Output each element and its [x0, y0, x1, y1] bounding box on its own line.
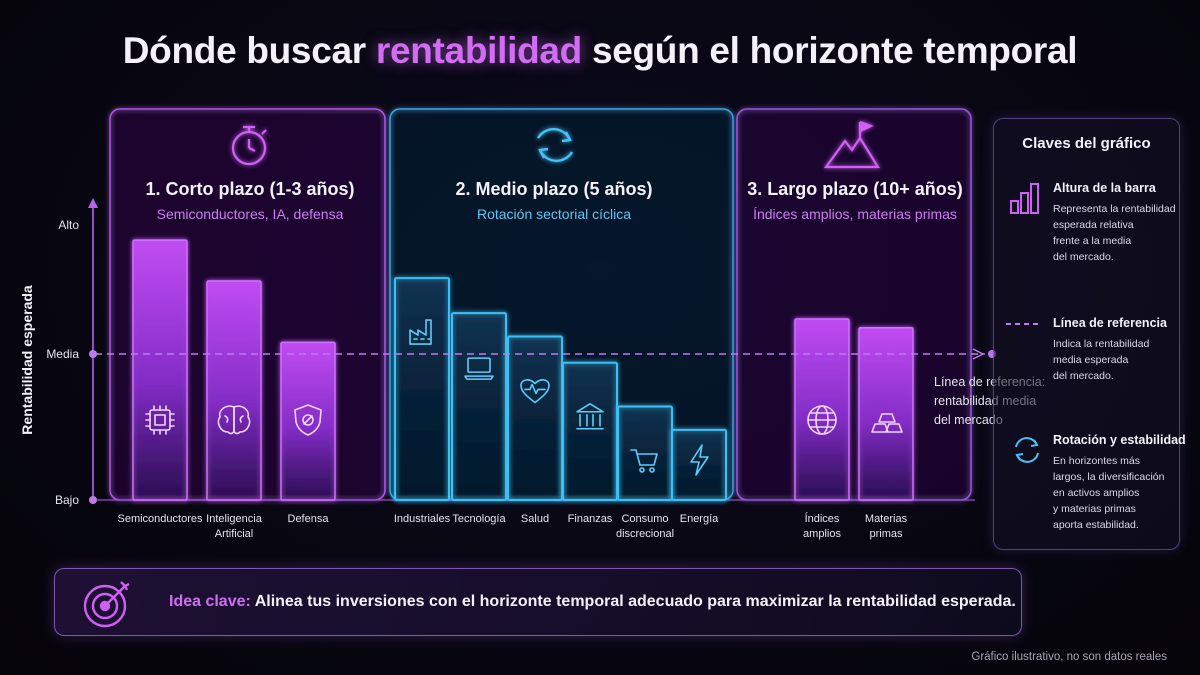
bar-3-1	[794, 318, 850, 501]
category-label: Defensa	[288, 513, 330, 525]
legend-item-desc: Indica la rentabilidad media esperada de…	[1053, 338, 1150, 382]
cart-icon	[630, 449, 658, 473]
bars-group	[132, 239, 914, 502]
panel-title-short: 1. Corto plazo (1-3 años)	[145, 179, 354, 199]
category-label: Inteligencia Artificial	[206, 513, 263, 540]
category-label: Tecnología	[452, 513, 506, 525]
panel-title-medium: 2. Medio plazo (5 años)	[455, 179, 652, 199]
category-labels-group: Semiconductores Inteligencia Artificial Def…	[118, 512, 908, 540]
bar-1-2	[206, 280, 262, 501]
bar-2-4	[562, 361, 618, 502]
target-arrow-icon	[83, 581, 130, 628]
lightning-icon	[690, 444, 709, 476]
page-title: Dónde buscar rentabilidad según el horiz…	[0, 30, 1200, 72]
shield-icon	[294, 404, 322, 436]
title-suffix: según el horizonte temporal	[591, 30, 1078, 71]
factory-icon	[409, 319, 432, 345]
legend-item-title: Rotación y estabilidad	[1053, 433, 1186, 447]
panel-subtitle-long: Índices amplios, materias primas	[753, 206, 957, 222]
y-tick-high: Alto	[58, 218, 79, 232]
laptop-icon	[464, 357, 494, 380]
bar-chart-icon	[1010, 183, 1039, 214]
legend-item-title: Línea de referencia	[1053, 316, 1167, 330]
dashed-line-icon	[1006, 323, 1040, 325]
legend-item-desc: En horizontes más largos, la diversifica…	[1053, 455, 1165, 531]
panel-subtitle-medium: Rotación sectorial cíclica	[477, 206, 631, 222]
title-prefix: Dónde buscar	[122, 30, 366, 71]
legend-title: Claves del gráfico	[1022, 135, 1151, 152]
globe-icon	[807, 405, 837, 435]
bar-2-1	[394, 277, 450, 501]
y-tick-low: Bajo	[55, 493, 79, 507]
title-highlight: rentabilidad	[375, 30, 582, 71]
heart-pulse-icon	[520, 379, 550, 404]
category-label: Finanzas	[568, 513, 613, 525]
category-label: Energía	[680, 513, 719, 525]
stopwatch-icon	[231, 125, 267, 166]
chip-icon	[145, 405, 175, 435]
category-label: Salud	[521, 513, 549, 525]
category-label: Materias primas	[865, 513, 908, 540]
y-axis-label: Rentabilidad esperada	[19, 285, 35, 435]
category-label: Consumo discrecional	[616, 513, 674, 540]
key-idea-box: Idea clave: Alinea tus inversiones con e…	[54, 568, 1022, 636]
brain-icon	[217, 405, 251, 435]
mountain-flag-icon	[823, 120, 880, 169]
legend-item-desc: Representa la rentabilidad esperada rela…	[1053, 203, 1176, 263]
bar-1-1	[132, 239, 188, 501]
footnote: Gráfico ilustrativo, no son datos reales	[971, 651, 1167, 663]
category-label: Semiconductores	[118, 513, 203, 525]
key-idea-message: Alinea tus inversiones con el horizonte …	[254, 593, 1016, 610]
bar-2-2	[451, 312, 507, 501]
gold-bars-icon	[871, 413, 903, 433]
bar-1-3	[280, 341, 336, 501]
refresh-icon	[1015, 437, 1039, 463]
bank-icon	[576, 402, 604, 430]
y-tick-mid: Media	[46, 347, 79, 361]
key-idea-label: Idea clave:	[169, 593, 251, 610]
legend-panel: Claves del gráfico Altura de la barra Re…	[993, 118, 1186, 550]
panel-subtitle-short: Semiconductores, IA, defensa	[157, 206, 344, 222]
panel-title-long: 3. Largo plazo (10+ años)	[747, 179, 963, 199]
legend-item-title: Altura de la barra	[1053, 181, 1156, 195]
category-label: Índices amplios	[803, 512, 841, 540]
key-idea-text: Idea clave: Alinea tus inversiones con e…	[169, 593, 1016, 611]
refresh-cycle-icon	[536, 128, 574, 162]
bar-2-3	[507, 335, 563, 502]
bar-icons-group	[145, 319, 903, 476]
category-label: Industriales	[394, 513, 451, 525]
